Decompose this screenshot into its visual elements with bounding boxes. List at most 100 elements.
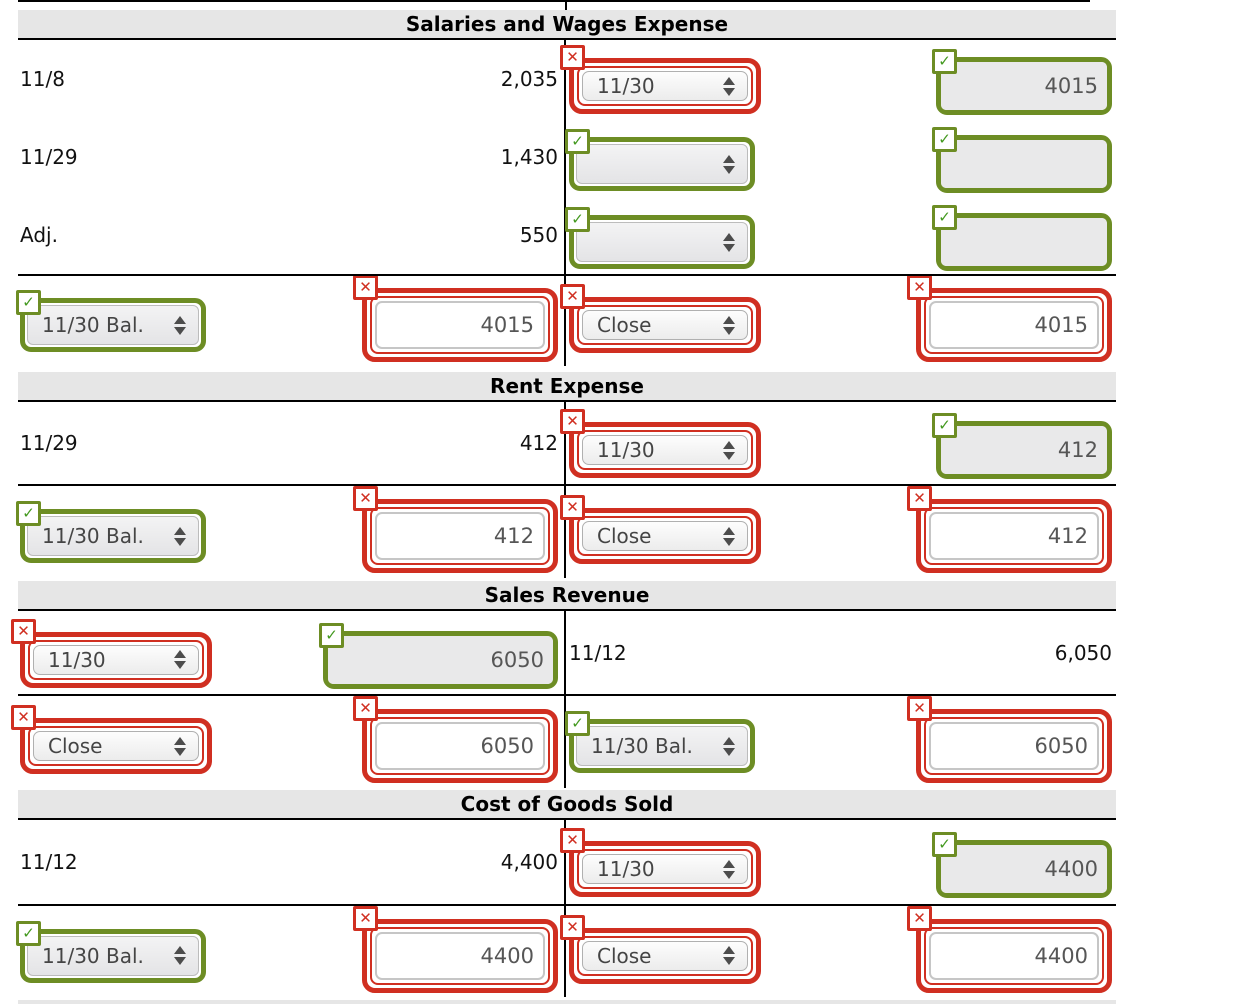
credit-closing-amount-input[interactable]: 412	[929, 512, 1099, 560]
select-spinner-icon	[723, 232, 735, 252]
posting-date-select[interactable]: 11/30	[582, 71, 748, 101]
closing-entry-select[interactable]: Close	[33, 731, 199, 761]
closing-entry-select[interactable]: Close	[582, 940, 748, 971]
x-icon: ✕	[907, 696, 932, 721]
error-outline: 4400	[362, 918, 558, 993]
debit-closing-amount-input-box: ✕ 6050	[353, 696, 558, 783]
credit-closing-amount-input[interactable]: 4400	[929, 931, 1099, 980]
input-value: 6050	[1034, 734, 1088, 758]
status-glyph: ✓	[571, 210, 584, 228]
debit-cell: Adj. 550	[18, 196, 565, 274]
x-icon: ✕	[353, 696, 378, 721]
top-border-line	[18, 0, 1090, 2]
closing-entry-select[interactable]: Close	[582, 521, 748, 551]
select-spinner-icon	[174, 650, 186, 669]
spinner-up-arrow	[723, 526, 735, 535]
debit-cell: ✓ 11/30 Bal. ✕ 412	[16, 486, 565, 578]
status-glyph: ✓	[938, 835, 951, 853]
spinner-down-arrow	[174, 957, 186, 965]
posting-date-select[interactable]	[576, 144, 748, 184]
debit-balance-input[interactable]: 412	[375, 512, 545, 560]
row-separator-line	[18, 904, 1116, 906]
select-spinner-icon	[723, 946, 735, 965]
status-glyph: ✕	[359, 489, 372, 507]
status-glyph: ✓	[22, 923, 35, 942]
debit-amount-input-box: ✓ 6050	[319, 622, 558, 689]
closing-entry-select[interactable]: Close	[582, 310, 748, 340]
credit-amount-input[interactable]: 412	[941, 426, 1107, 474]
select-value: Close	[48, 734, 103, 758]
credit-amount-input-box: ✓ 4015	[932, 49, 1112, 115]
x-icon: ✕	[353, 905, 378, 931]
error-outline-inner: 412	[924, 507, 1104, 565]
status-glyph: ✕	[913, 489, 926, 507]
spinner-up-arrow	[723, 859, 735, 868]
posting-date-select[interactable]: 11/30	[33, 644, 199, 675]
spinner-down-arrow	[174, 537, 186, 546]
error-outline-inner: 4400	[924, 926, 1104, 985]
credit-balance-input[interactable]: 6050	[929, 722, 1099, 770]
debit-balance-input[interactable]: 4015	[375, 301, 545, 349]
debit-cell: 11/29 412	[18, 402, 565, 484]
entry-date-label: 11/29	[20, 431, 78, 455]
debit-cell: 11/29 1,430	[18, 118, 565, 196]
t-account-divider-line	[564, 402, 566, 578]
credit-cell: ✕ Close ✕ 412	[560, 486, 1116, 578]
status-glyph: ✕	[566, 498, 579, 516]
balance-date-select[interactable]: 11/30 Bal.	[576, 726, 748, 766]
row-separator-line	[18, 484, 1116, 486]
balance-date-select[interactable]: 11/30 Bal.	[27, 935, 199, 976]
debit-closing-amount-input[interactable]: 6050	[375, 722, 545, 770]
balance-date-select[interactable]: 11/30 Bal.	[27, 516, 199, 556]
error-outline: 11/30	[569, 58, 761, 114]
credit-amount-input[interactable]	[941, 218, 1107, 266]
credit-amount-input[interactable]: 4015	[941, 62, 1107, 110]
posting-date-select[interactable]: 11/30	[582, 854, 748, 884]
input-value: 412	[1057, 438, 1098, 462]
credit-closing-amount-input-box: ✕ 4015	[907, 275, 1112, 362]
debit-amount-input[interactable]: 6050	[328, 635, 553, 684]
select-spinner-icon	[174, 736, 186, 756]
balance-date-select-box: ✓ 11/30 Bal.	[16, 290, 206, 352]
status-glyph: ✕	[913, 908, 926, 927]
account-title: Salaries and Wages Expense	[405, 12, 729, 36]
spinner-up-arrow	[723, 736, 735, 745]
closing-entry-select-box: ✕ Close	[560, 284, 761, 353]
entry-date-label: 11/12	[569, 640, 627, 665]
status-glyph: ✕	[359, 278, 372, 296]
account-header-band: Sales Revenue	[18, 581, 1116, 611]
error-outline-inner: 6050	[924, 717, 1104, 775]
credit-amount-input[interactable]	[941, 140, 1107, 188]
select-spinner-icon	[174, 526, 186, 546]
status-glyph: ✕	[359, 699, 372, 717]
spinner-up-arrow	[174, 526, 186, 535]
entry-date-label: Adj.	[20, 223, 58, 247]
balance-row: ✓ 11/30 Bal. ✕ 4400 ✕ Close ✕ 4400	[16, 905, 1116, 997]
credit-closing-amount-input[interactable]: 4015	[929, 301, 1099, 349]
spinner-up-arrow	[723, 232, 735, 241]
posting-date-select[interactable]: 11/30	[582, 435, 748, 465]
entry-amount-label: 412	[519, 431, 558, 455]
account-header-band: Cost of Goods Sold	[18, 790, 1116, 820]
select-value: 11/30	[597, 74, 655, 98]
account-title: Rent Expense	[490, 374, 644, 398]
status-glyph: ✕	[566, 412, 579, 430]
spinner-up-arrow	[723, 315, 735, 324]
error-outline-inner: 4400	[370, 926, 550, 985]
entry-date-label: 11/8	[20, 67, 65, 91]
select-spinner-icon	[174, 946, 186, 965]
credit-amount-input[interactable]: 4400	[941, 845, 1107, 893]
account-rows: 11/29 412 ✕ 11/30 ✓ 412 ✓ 11/30 Bal. ✕ 412 ✕ Close ✕…	[16, 402, 1116, 578]
error-outline: 4400	[916, 918, 1112, 993]
account-rows: 11/12 4,400 ✕ 11/30 ✓ 4400 ✓ 11/30 Bal. ✕ 4400 ✕ Cl…	[16, 820, 1116, 997]
status-glyph: ✓	[325, 625, 338, 644]
account-header-band: Salaries and Wages Expense	[18, 10, 1116, 40]
posting-date-select[interactable]	[576, 222, 748, 262]
entry-amount-label: 4,400	[500, 850, 558, 874]
credit-cell: ✕ 11/30 ✓ 412	[560, 402, 1116, 484]
posting-date-select-box: ✓	[565, 207, 755, 269]
credit-closing-amount-input-box: ✕ 412	[907, 486, 1112, 573]
balance-date-select[interactable]: 11/30 Bal.	[27, 305, 199, 345]
debit-balance-input[interactable]: 4400	[375, 931, 545, 980]
debit-balance-input-box: ✕ 412	[353, 486, 558, 573]
